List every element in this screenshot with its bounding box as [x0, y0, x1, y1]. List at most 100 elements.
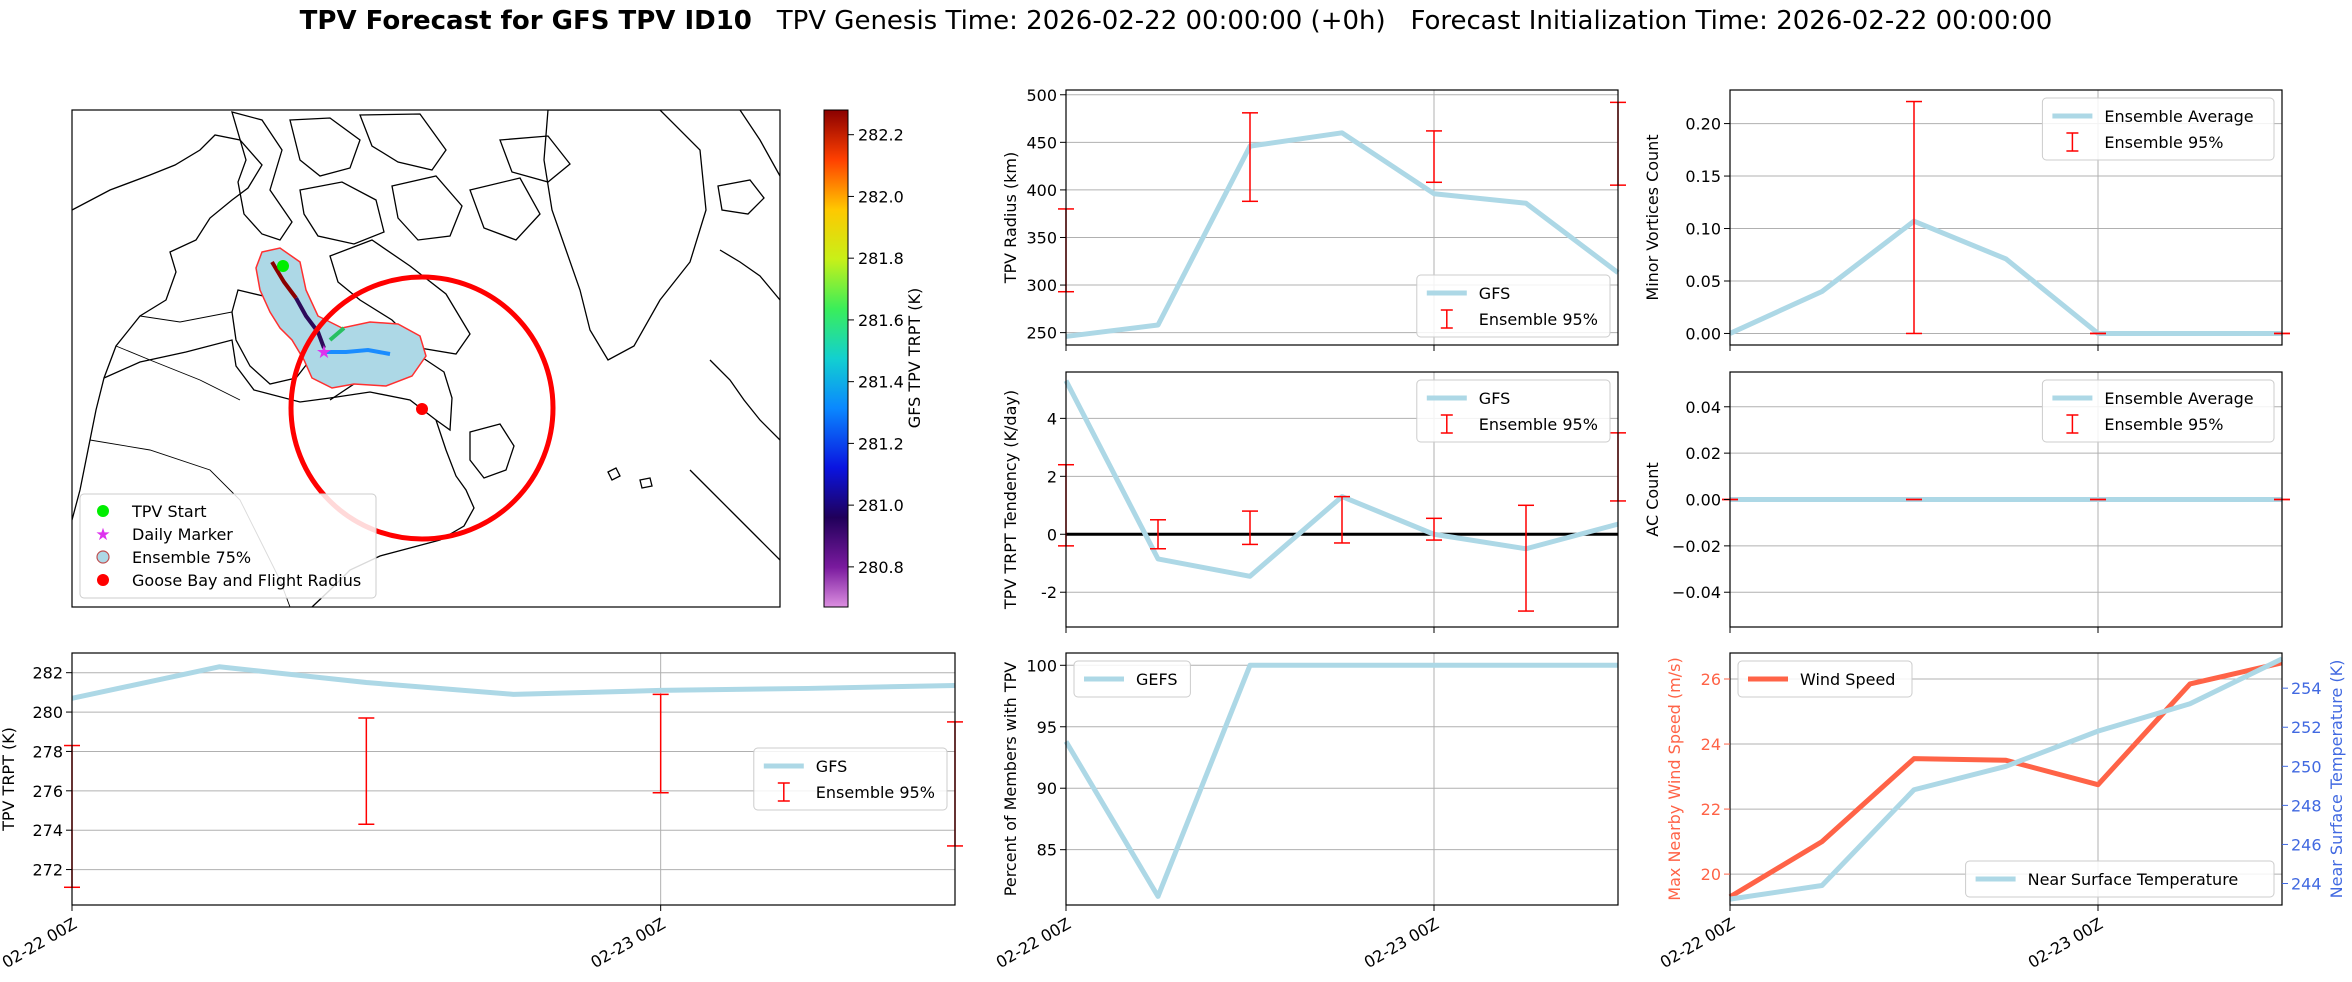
y-axis-label: Percent of Members with TPV: [1001, 662, 1020, 896]
colorbar: 280.8 281.0 281.2 281.4 281.6 281.8 282.0 282.2…: [823, 109, 924, 608]
y-axis-label: TPV TRPT (K): [0, 727, 18, 832]
series-line-gfs: [1065, 130, 1620, 339]
y-axis-label: Max Nearby Wind Speed (m/s): [1665, 657, 1684, 900]
y-tick-label: -2: [1041, 583, 1057, 602]
legend-daily-marker: Daily Marker: [132, 525, 233, 544]
tpv-track-end: [324, 347, 391, 356]
errorbar: [1334, 495, 1350, 544]
y-tick-label: 282: [32, 664, 63, 683]
tpv-start-marker: [277, 260, 289, 272]
chart-ac: −0.04 −0.02 0.00 0.02 0.04 AC Count Ensemble A…: [1643, 371, 2290, 633]
x-tick-label: 02-23 00Z: [1361, 914, 1442, 972]
legend: GFS Ensemble 95%: [1416, 379, 1611, 443]
y-tick-label: 26: [1701, 670, 1721, 689]
svg-text:★: ★: [95, 525, 110, 545]
legend-box: [2041, 379, 2275, 443]
series-line-gfs: [71, 664, 956, 701]
arctic-island-3: [359, 113, 447, 171]
y-tick-label: 300: [1026, 276, 1057, 295]
y-tick-label: 274: [32, 821, 63, 840]
chart-radius: 250 300 350 400 450 500 TPV Radius (km) GFS Ense…: [1001, 86, 1626, 351]
y-tick-label: 20: [1701, 865, 1721, 884]
arctic-island-7: [499, 135, 571, 183]
arctic-island-1: [231, 111, 293, 241]
errorbar: [652, 693, 669, 794]
errorbar: [1242, 510, 1258, 546]
legend-label: Ensemble Average: [2104, 107, 2253, 126]
plot-frame: [1729, 89, 2283, 346]
errorbar: [1906, 100, 1922, 335]
small-island-a: [607, 467, 621, 481]
legend-box: [1737, 660, 1913, 698]
legend: Near Surface Temperature: [1965, 860, 2275, 898]
colorbar-tick-label: 282.2: [858, 126, 904, 145]
y2-tick-label: 248: [2291, 796, 2322, 815]
legend-label: Wind Speed: [1800, 670, 1895, 689]
legend-label: Ensemble 95%: [2104, 133, 2223, 152]
errorbar: [1518, 504, 1534, 612]
legend: Ensemble Average Ensemble 95%: [2041, 379, 2275, 443]
colorbar-tick-label: 281.4: [858, 373, 904, 392]
y-tick-label: 0.20: [1685, 115, 1721, 134]
y2-tick-label: 250: [2291, 757, 2322, 776]
x-tick-label: 02-22 00Z: [0, 914, 80, 972]
chart-trpt: 272 274 276 278 280 282 TPV TRPT (K) 02-22 00Z 0…: [0, 652, 963, 972]
y-tick-label: 350: [1026, 228, 1057, 247]
tpv-track-mid: [294, 297, 326, 349]
x-tick-label: 02-22 00Z: [993, 914, 1074, 972]
colorbar-tick-label: 281.0: [858, 496, 904, 515]
y-tick-label: 90: [1037, 779, 1057, 798]
legend: GFS Ensemble 95%: [1416, 274, 1611, 338]
y-tick-label: 4: [1047, 409, 1057, 428]
plot-frame: [71, 652, 956, 906]
legend-label: GEFS: [1136, 670, 1178, 689]
plot-frame: [1065, 371, 1619, 628]
legend-box: [2041, 97, 2275, 161]
y-axis-label: Minor Vortices Count: [1643, 134, 1662, 300]
legend-ensemble-75: Ensemble 75%: [132, 548, 251, 567]
goose-bay-marker: [416, 403, 428, 415]
legend-label: Near Surface Temperature: [2028, 870, 2239, 889]
chart-wind: 20 22 24 26 Max Nearby Wind Speed (m/s) 244 24…: [1657, 652, 2346, 972]
greenland: [543, 110, 707, 361]
legend-label: Ensemble 95%: [1479, 415, 1598, 434]
y-tick-label: 0.00: [1685, 324, 1721, 343]
y-tick-label: 100: [1026, 656, 1057, 675]
newfoundland: [469, 423, 515, 479]
colorbar-tick-label: 281.2: [858, 434, 904, 453]
y-tick-label: 272: [32, 861, 63, 880]
y2-tick-label: 254: [2291, 679, 2322, 698]
legend: GFS Ensemble 95%: [753, 747, 948, 811]
legend-box: [1073, 660, 1191, 698]
y-tick-label: 276: [32, 782, 63, 801]
legend-label: GFS: [1479, 284, 1510, 303]
y2-tick-label: 252: [2291, 718, 2322, 737]
y-tick-label: 400: [1026, 181, 1057, 200]
title-genesis: TPV Genesis Time: 2026-02-22 00:00:00 (+…: [776, 6, 1386, 36]
x-tick-label: 02-23 00Z: [2025, 914, 2106, 972]
y-tick-label: −0.04: [1672, 583, 1721, 602]
border-1: [139, 311, 233, 323]
y-tick-label: 450: [1026, 133, 1057, 152]
y-tick-label: 85: [1037, 841, 1057, 860]
errorbar: [1150, 519, 1166, 550]
y-tick-label: 0.04: [1685, 398, 1721, 417]
scandinavia: [719, 110, 780, 301]
title-init: Forecast Initialization Time: 2026-02-22…: [1410, 6, 2053, 36]
mainland-north: [103, 339, 475, 607]
map-legend: ★ TPV Start Daily Marker Ensemble 75% Go…: [79, 493, 377, 599]
errorbar: [1242, 112, 1258, 203]
y-tick-label: 0.10: [1685, 220, 1721, 239]
legend: Ensemble Average Ensemble 95%: [2041, 97, 2275, 161]
colorbar-tick-label: 281.6: [858, 311, 904, 330]
errorbar: [1426, 517, 1442, 541]
y-axis-label: TPV Radius (km): [1001, 152, 1020, 285]
plot-frame: [1729, 652, 2283, 906]
legend-box: [1965, 860, 2275, 898]
y-tick-label: 2: [1047, 467, 1057, 486]
y-tick-label: 280: [32, 703, 63, 722]
colorbar-tick-label: 281.8: [858, 249, 904, 268]
x-tick-label: 02-22 00Z: [1657, 914, 1738, 972]
y-tick-label: 22: [1701, 800, 1721, 819]
border-3: [115, 345, 241, 401]
